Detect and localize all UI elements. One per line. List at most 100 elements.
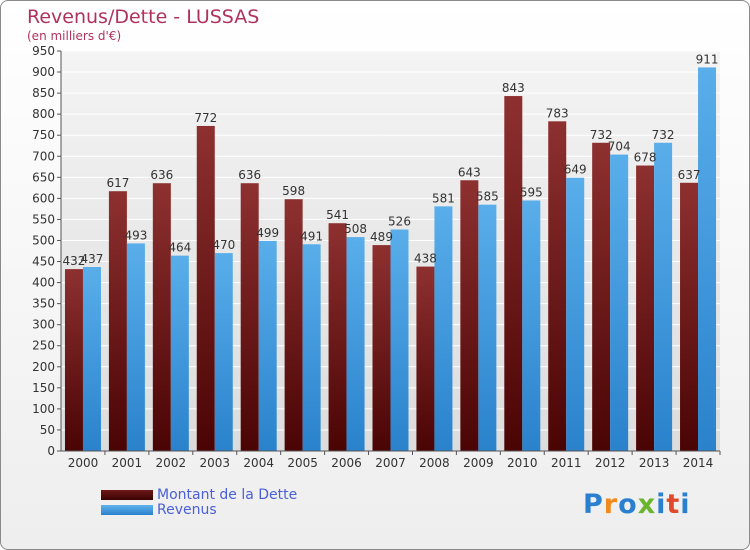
value-label-dette: 598 bbox=[282, 184, 305, 198]
x-tick-label: 2005 bbox=[287, 456, 318, 470]
y-tick-label: 400 bbox=[32, 276, 55, 290]
value-label-dette: 432 bbox=[63, 254, 86, 268]
logo-letter: i bbox=[656, 489, 667, 520]
bar-dette bbox=[284, 199, 303, 451]
value-label-dette: 772 bbox=[194, 111, 217, 125]
bar-dette bbox=[240, 183, 259, 452]
value-label-dette: 438 bbox=[414, 252, 437, 266]
bar-dette bbox=[196, 125, 215, 452]
value-label-revenus: 704 bbox=[608, 140, 631, 154]
chart-title: Revenus/Dette - LUSSAS bbox=[27, 6, 260, 28]
bar-dette bbox=[636, 165, 655, 452]
value-label-revenus: 437 bbox=[81, 252, 104, 266]
y-tick-label: 350 bbox=[32, 297, 55, 311]
legend-label-revenus: Revenus bbox=[157, 501, 217, 518]
y-tick-label: 300 bbox=[32, 318, 55, 332]
y-tick-label: 150 bbox=[32, 381, 55, 395]
x-tick-label: 2008 bbox=[419, 456, 450, 470]
chart-subtitle: (en milliers d'€) bbox=[27, 29, 122, 43]
x-tick-label: 2013 bbox=[639, 456, 670, 470]
value-label-dette: 636 bbox=[238, 168, 261, 182]
x-tick-label: 2001 bbox=[112, 456, 143, 470]
value-label-dette: 783 bbox=[546, 106, 569, 120]
y-tick-label: 700 bbox=[32, 149, 55, 163]
value-label-dette: 678 bbox=[634, 151, 657, 165]
proxiti-logo: Proxiti bbox=[583, 489, 691, 520]
bar-revenus bbox=[258, 240, 277, 451]
value-label-revenus: 508 bbox=[344, 222, 367, 236]
y-tick-label: 550 bbox=[32, 212, 55, 226]
x-tick-label: 2009 bbox=[463, 456, 494, 470]
bar-revenus bbox=[610, 154, 629, 451]
bar-revenus bbox=[214, 253, 233, 451]
chart-legend: Montant de la Dette Revenus bbox=[101, 486, 298, 518]
bar-dette bbox=[328, 223, 347, 451]
legend-item-revenus: Revenus bbox=[101, 501, 297, 518]
logo-letter: P bbox=[583, 489, 604, 520]
value-label-dette: 541 bbox=[326, 208, 349, 222]
x-tick-label: 2014 bbox=[683, 456, 714, 470]
bar-revenus bbox=[82, 267, 101, 451]
logo-letter: i bbox=[680, 489, 691, 520]
y-tick-label: 250 bbox=[32, 339, 55, 353]
value-label-revenus: 581 bbox=[432, 191, 455, 205]
logo-letter: x bbox=[637, 489, 657, 520]
bar-revenus bbox=[478, 204, 497, 451]
legend-label-dette: Montant de la Dette bbox=[157, 486, 298, 503]
y-tick-label: 100 bbox=[32, 402, 55, 416]
value-label-revenus: 464 bbox=[168, 241, 191, 255]
value-label-dette: 636 bbox=[150, 168, 173, 182]
y-tick-label: 500 bbox=[32, 233, 55, 247]
bar-revenus bbox=[434, 206, 453, 451]
bar-revenus bbox=[346, 237, 365, 451]
x-tick-label: 2010 bbox=[507, 456, 538, 470]
bar-revenus bbox=[698, 67, 717, 451]
bar-dette bbox=[592, 142, 611, 451]
bar-dette bbox=[548, 121, 567, 451]
value-label-dette: 643 bbox=[458, 165, 481, 179]
bar-dette bbox=[108, 191, 127, 452]
value-label-revenus: 493 bbox=[124, 228, 147, 242]
bar-dette bbox=[372, 245, 391, 451]
bar-revenus bbox=[302, 244, 321, 451]
value-label-dette: 637 bbox=[678, 168, 701, 182]
x-tick-label: 2004 bbox=[243, 456, 274, 470]
x-tick-label: 2006 bbox=[331, 456, 362, 470]
bar-dette bbox=[64, 269, 83, 451]
legend-item-dette: Montant de la Dette bbox=[101, 486, 298, 503]
bar-revenus bbox=[126, 243, 145, 451]
value-label-revenus: 470 bbox=[212, 238, 235, 252]
value-label-dette: 617 bbox=[106, 176, 129, 190]
y-tick-label: 600 bbox=[32, 191, 55, 205]
x-tick-label: 2011 bbox=[551, 456, 582, 470]
value-label-revenus: 585 bbox=[476, 190, 499, 204]
logo-letter: t bbox=[666, 489, 681, 520]
x-tick-label: 2000 bbox=[68, 456, 99, 470]
bar-revenus bbox=[654, 142, 673, 451]
y-tick-label: 450 bbox=[32, 255, 55, 269]
logo-letter: o bbox=[618, 489, 638, 520]
value-label-dette: 843 bbox=[502, 81, 525, 95]
x-tick-label: 2003 bbox=[199, 456, 230, 470]
bar-dette bbox=[460, 180, 479, 451]
y-tick-label: 50 bbox=[40, 423, 55, 437]
x-tick-label: 2007 bbox=[375, 456, 406, 470]
bar-revenus bbox=[566, 177, 585, 451]
value-label-revenus: 491 bbox=[300, 229, 323, 243]
x-tick-label: 2002 bbox=[156, 456, 187, 470]
y-tick-label: 750 bbox=[32, 128, 55, 142]
value-label-revenus: 595 bbox=[520, 185, 543, 199]
bar-revenus bbox=[522, 200, 541, 451]
value-label-revenus: 499 bbox=[256, 226, 279, 240]
y-tick-label: 200 bbox=[32, 360, 55, 374]
bar-revenus bbox=[170, 255, 189, 451]
value-label-revenus: 526 bbox=[388, 215, 411, 229]
bar-dette bbox=[416, 266, 435, 451]
y-tick-label: 800 bbox=[32, 107, 55, 121]
x-tick-label: 2012 bbox=[595, 456, 626, 470]
value-label-dette: 489 bbox=[370, 230, 393, 244]
y-tick-label: 650 bbox=[32, 170, 55, 184]
bar-dette bbox=[152, 183, 171, 452]
y-tick-label: 950 bbox=[32, 44, 55, 58]
